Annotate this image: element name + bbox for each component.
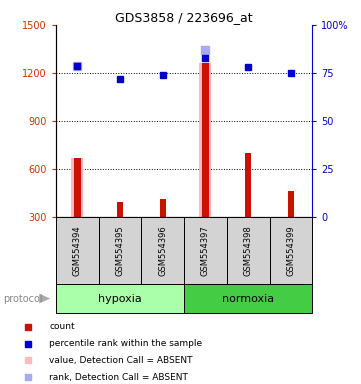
- Bar: [99, 217, 142, 284]
- Bar: [270, 217, 312, 284]
- Bar: [160, 199, 166, 217]
- Title: GDS3858 / 223696_at: GDS3858 / 223696_at: [115, 11, 253, 24]
- Bar: [184, 217, 227, 284]
- Bar: [184, 284, 312, 313]
- Text: normoxia: normoxia: [222, 293, 274, 304]
- Bar: [117, 202, 123, 217]
- Bar: [245, 153, 251, 217]
- Text: value, Detection Call = ABSENT: value, Detection Call = ABSENT: [49, 356, 193, 365]
- Bar: [202, 63, 209, 217]
- Bar: [71, 158, 83, 217]
- Text: percentile rank within the sample: percentile rank within the sample: [49, 339, 202, 348]
- Text: GSM554395: GSM554395: [116, 225, 125, 276]
- Text: GSM554394: GSM554394: [73, 225, 82, 276]
- Bar: [56, 284, 184, 313]
- Text: GSM554398: GSM554398: [244, 225, 253, 276]
- Bar: [288, 190, 294, 217]
- Text: rank, Detection Call = ABSENT: rank, Detection Call = ABSENT: [49, 373, 188, 382]
- Text: protocol: protocol: [4, 293, 43, 304]
- Bar: [200, 63, 212, 217]
- Polygon shape: [39, 294, 50, 303]
- Text: GSM554399: GSM554399: [286, 225, 295, 276]
- Bar: [74, 158, 81, 217]
- Bar: [142, 217, 184, 284]
- Bar: [56, 217, 99, 284]
- Text: GSM554397: GSM554397: [201, 225, 210, 276]
- Bar: [227, 217, 270, 284]
- Text: count: count: [49, 323, 75, 331]
- Text: hypoxia: hypoxia: [98, 293, 142, 304]
- Text: GSM554396: GSM554396: [158, 225, 167, 276]
